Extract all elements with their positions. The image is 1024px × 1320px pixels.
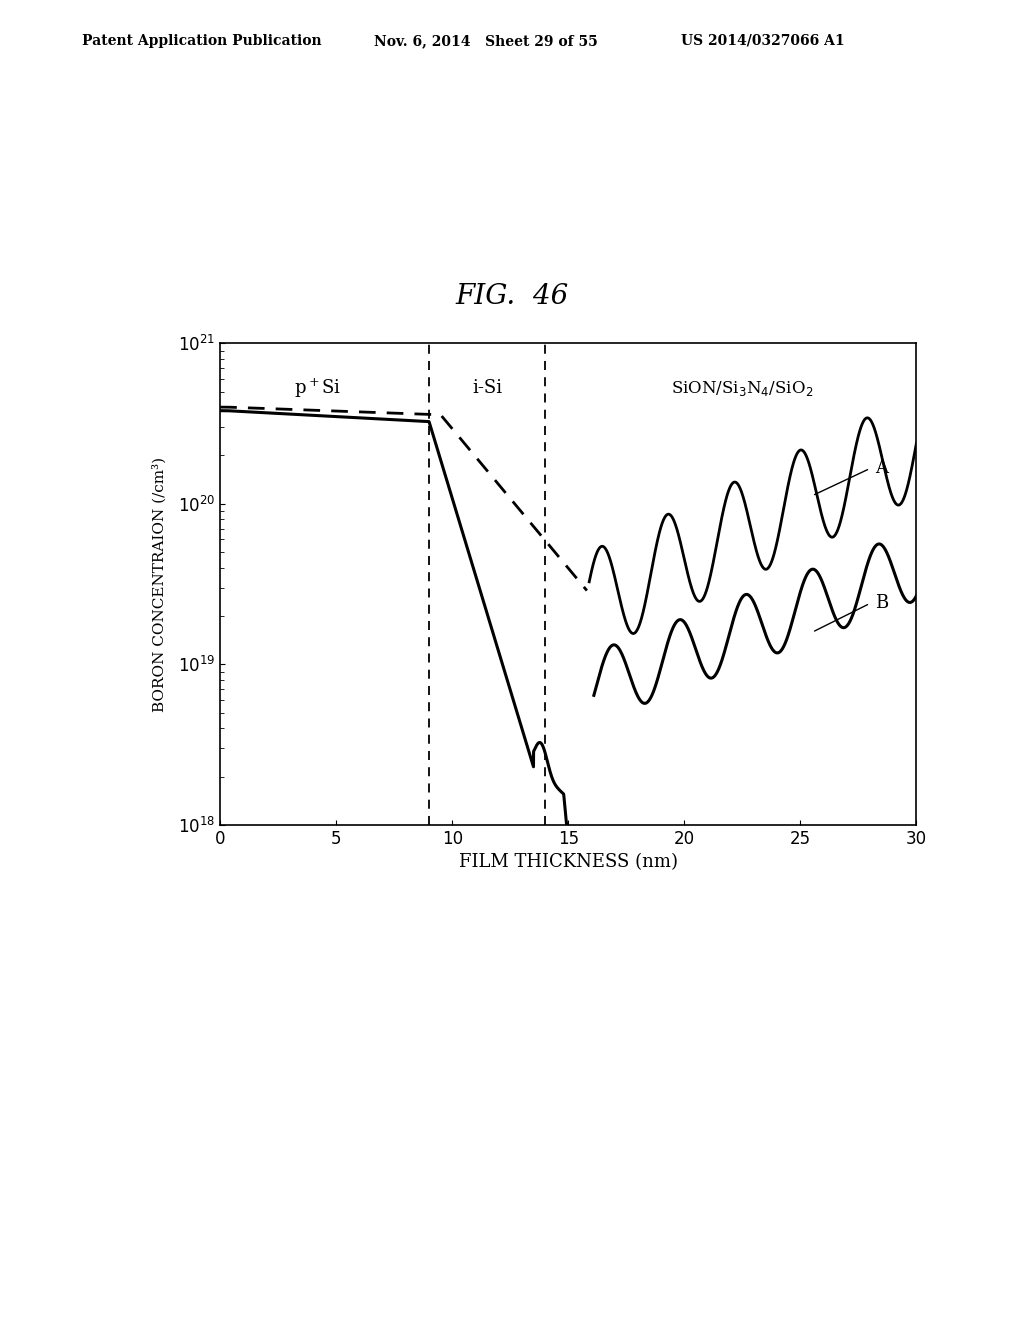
Text: SiON/Si$_3$N$_4$/SiO$_2$: SiON/Si$_3$N$_4$/SiO$_2$ bbox=[672, 379, 813, 397]
Text: i-Si: i-Si bbox=[472, 379, 502, 397]
X-axis label: FILM THICKNESS (nm): FILM THICKNESS (nm) bbox=[459, 854, 678, 871]
Text: FIG.  46: FIG. 46 bbox=[456, 284, 568, 310]
Text: Nov. 6, 2014   Sheet 29 of 55: Nov. 6, 2014 Sheet 29 of 55 bbox=[374, 34, 598, 48]
Text: Patent Application Publication: Patent Application Publication bbox=[82, 34, 322, 48]
Text: B: B bbox=[874, 594, 888, 612]
Y-axis label: BORON CONCENTRAION (/cm³): BORON CONCENTRAION (/cm³) bbox=[153, 457, 167, 711]
Text: US 2014/0327066 A1: US 2014/0327066 A1 bbox=[681, 34, 845, 48]
Text: $\mathdefault{p^+}$Si: $\mathdefault{p^+}$Si bbox=[294, 376, 341, 400]
Text: A: A bbox=[874, 459, 888, 478]
